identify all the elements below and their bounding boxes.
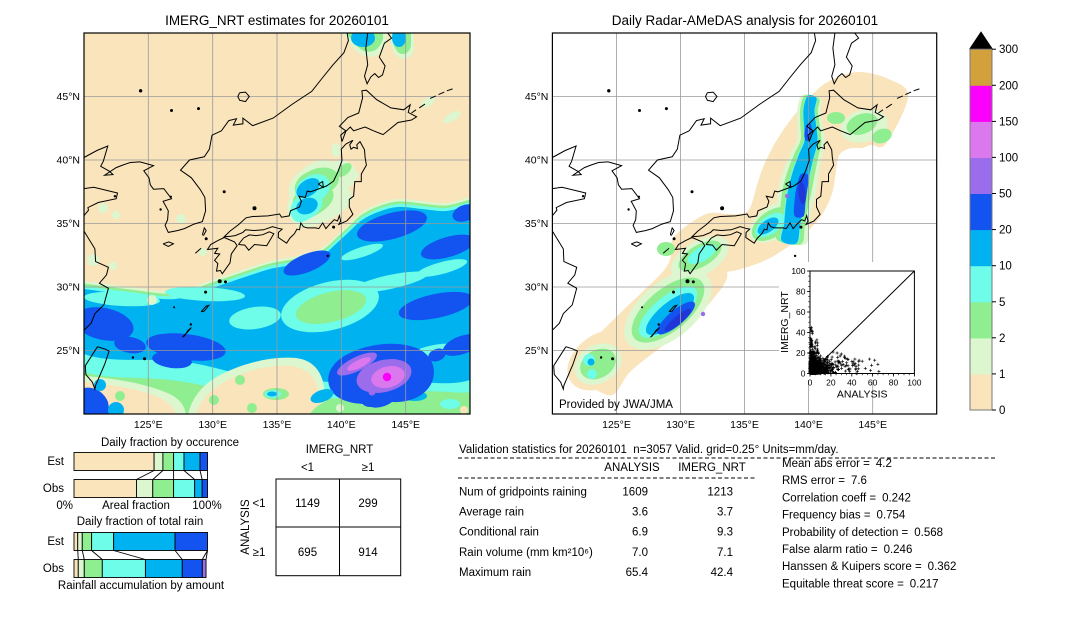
svg-text:200: 200	[999, 80, 1018, 92]
svg-text:45°N: 45°N	[525, 91, 548, 103]
svg-text:5: 5	[999, 297, 1005, 309]
svg-text:145°E: 145°E	[391, 419, 420, 431]
svg-text:False alarm ratio =0.246: False alarm ratio = 0.246	[782, 544, 912, 556]
svg-text:Obs: Obs	[43, 483, 64, 495]
svg-text:Areal fraction: Areal fraction	[102, 500, 170, 512]
svg-text:80: 80	[889, 378, 899, 388]
svg-text:30°N: 30°N	[525, 282, 548, 294]
svg-text:ANALYSIS: ANALYSIS	[240, 499, 252, 555]
svg-text:Obs: Obs	[43, 563, 64, 575]
svg-text:10: 10	[999, 261, 1012, 273]
svg-text:Daily Radar-AMeDAS analysis fo: Daily Radar-AMeDAS analysis for 20260101	[612, 13, 878, 28]
svg-text:<1: <1	[301, 462, 314, 474]
svg-text:Rain volume (mm km²10⁶): Rain volume (mm km²10⁶)	[459, 547, 593, 559]
svg-text:Daily fraction by occurence: Daily fraction by occurence	[101, 437, 239, 449]
svg-text:Num of gridpoints raining: Num of gridpoints raining	[459, 487, 587, 499]
svg-text:25°N: 25°N	[57, 345, 80, 357]
svg-text:135°E: 135°E	[263, 419, 292, 431]
svg-text:Provided by JWA/JMA: Provided by JWA/JMA	[559, 399, 673, 411]
svg-text:RMS error =7.6: RMS error = 7.6	[782, 475, 867, 487]
svg-text:0: 0	[801, 369, 806, 379]
svg-text:Hanssen & Kuipers score =0.362: Hanssen & Kuipers score = 0.362	[782, 561, 956, 573]
svg-text:30°N: 30°N	[57, 282, 80, 294]
svg-text:Validation statistics for 2026: Validation statistics for 20260101 n=305…	[459, 444, 839, 456]
svg-text:IMERG_NRT: IMERG_NRT	[779, 291, 791, 353]
svg-text:3.6: 3.6	[632, 507, 648, 519]
svg-text:150: 150	[999, 116, 1018, 128]
svg-text:0: 0	[808, 378, 813, 388]
svg-text:7.0: 7.0	[632, 547, 648, 559]
svg-text:≥1: ≥1	[362, 462, 375, 474]
svg-text:0: 0	[999, 405, 1005, 417]
svg-text:140°E: 140°E	[794, 419, 823, 431]
svg-text:20: 20	[796, 348, 806, 358]
svg-text:100%: 100%	[192, 500, 221, 512]
svg-text:40°N: 40°N	[57, 155, 80, 167]
svg-text:6.9: 6.9	[632, 527, 648, 539]
svg-text:130°E: 130°E	[666, 419, 695, 431]
svg-text:145°E: 145°E	[858, 419, 887, 431]
svg-text:Daily fraction of total rain: Daily fraction of total rain	[77, 516, 204, 528]
svg-text:Mean abs error =4.2: Mean abs error = 4.2	[782, 458, 892, 470]
svg-text:Maximum rain: Maximum rain	[459, 567, 531, 579]
svg-text:Equitable threat score =0.217: Equitable threat score = 0.217	[782, 578, 939, 590]
svg-text:65.4: 65.4	[626, 567, 649, 579]
svg-text:2: 2	[999, 333, 1005, 345]
svg-text:35°N: 35°N	[525, 218, 548, 230]
svg-text:IMERG_NRT: IMERG_NRT	[306, 444, 374, 456]
svg-text:9.3: 9.3	[717, 527, 733, 539]
svg-text:1: 1	[999, 369, 1005, 381]
svg-text:125°E: 125°E	[134, 419, 163, 431]
svg-text:100: 100	[907, 378, 921, 388]
svg-text:695: 695	[298, 547, 317, 559]
svg-text:914: 914	[358, 547, 378, 559]
svg-text:1609: 1609	[622, 487, 648, 499]
svg-text:25°N: 25°N	[525, 345, 548, 357]
svg-text:100: 100	[791, 266, 805, 276]
svg-text:7.1: 7.1	[717, 547, 733, 559]
svg-text:IMERG_NRT: IMERG_NRT	[678, 462, 746, 474]
svg-text:≥1: ≥1	[253, 547, 266, 559]
svg-text:0%: 0%	[56, 500, 73, 512]
svg-text:60: 60	[796, 307, 806, 317]
svg-text:50: 50	[999, 189, 1012, 201]
svg-text:<1: <1	[252, 498, 265, 510]
svg-text:40: 40	[796, 328, 806, 338]
svg-text:Rainfall accumulation by amoun: Rainfall accumulation by amount	[58, 580, 225, 592]
svg-text:35°N: 35°N	[57, 218, 80, 230]
svg-text:140°E: 140°E	[327, 419, 356, 431]
svg-text:40: 40	[847, 378, 857, 388]
svg-text:1149: 1149	[295, 498, 320, 510]
svg-text:300: 300	[999, 44, 1018, 56]
svg-text:Average rain: Average rain	[459, 507, 524, 519]
svg-text:IMERG_NRT estimates for 202601: IMERG_NRT estimates for 20260101	[165, 13, 389, 28]
svg-text:Probability of detection =0.56: Probability of detection = 0.568	[782, 527, 943, 539]
svg-text:60: 60	[868, 378, 878, 388]
svg-text:135°E: 135°E	[730, 419, 759, 431]
svg-text:20: 20	[999, 225, 1012, 237]
svg-text:ANALYSIS: ANALYSIS	[837, 389, 888, 401]
svg-text:1213: 1213	[707, 487, 733, 499]
svg-text:100: 100	[999, 152, 1018, 164]
svg-text:Correlation coeff =0.242: Correlation coeff = 0.242	[782, 492, 911, 504]
svg-text:ANALYSIS: ANALYSIS	[604, 462, 660, 474]
svg-text:40°N: 40°N	[525, 155, 548, 167]
svg-text:299: 299	[358, 498, 377, 510]
svg-text:20: 20	[826, 378, 836, 388]
svg-text:125°E: 125°E	[602, 419, 631, 431]
svg-text:Conditional rain: Conditional rain	[459, 527, 539, 539]
svg-text:Est: Est	[47, 456, 64, 468]
svg-text:42.4: 42.4	[711, 567, 734, 579]
svg-text:Frequency bias =0.754: Frequency bias = 0.754	[782, 510, 906, 522]
svg-text:45°N: 45°N	[57, 91, 80, 103]
svg-text:Est: Est	[47, 536, 64, 548]
svg-text:80: 80	[796, 287, 806, 297]
svg-text:130°E: 130°E	[198, 419, 227, 431]
svg-text:3.7: 3.7	[717, 507, 733, 519]
